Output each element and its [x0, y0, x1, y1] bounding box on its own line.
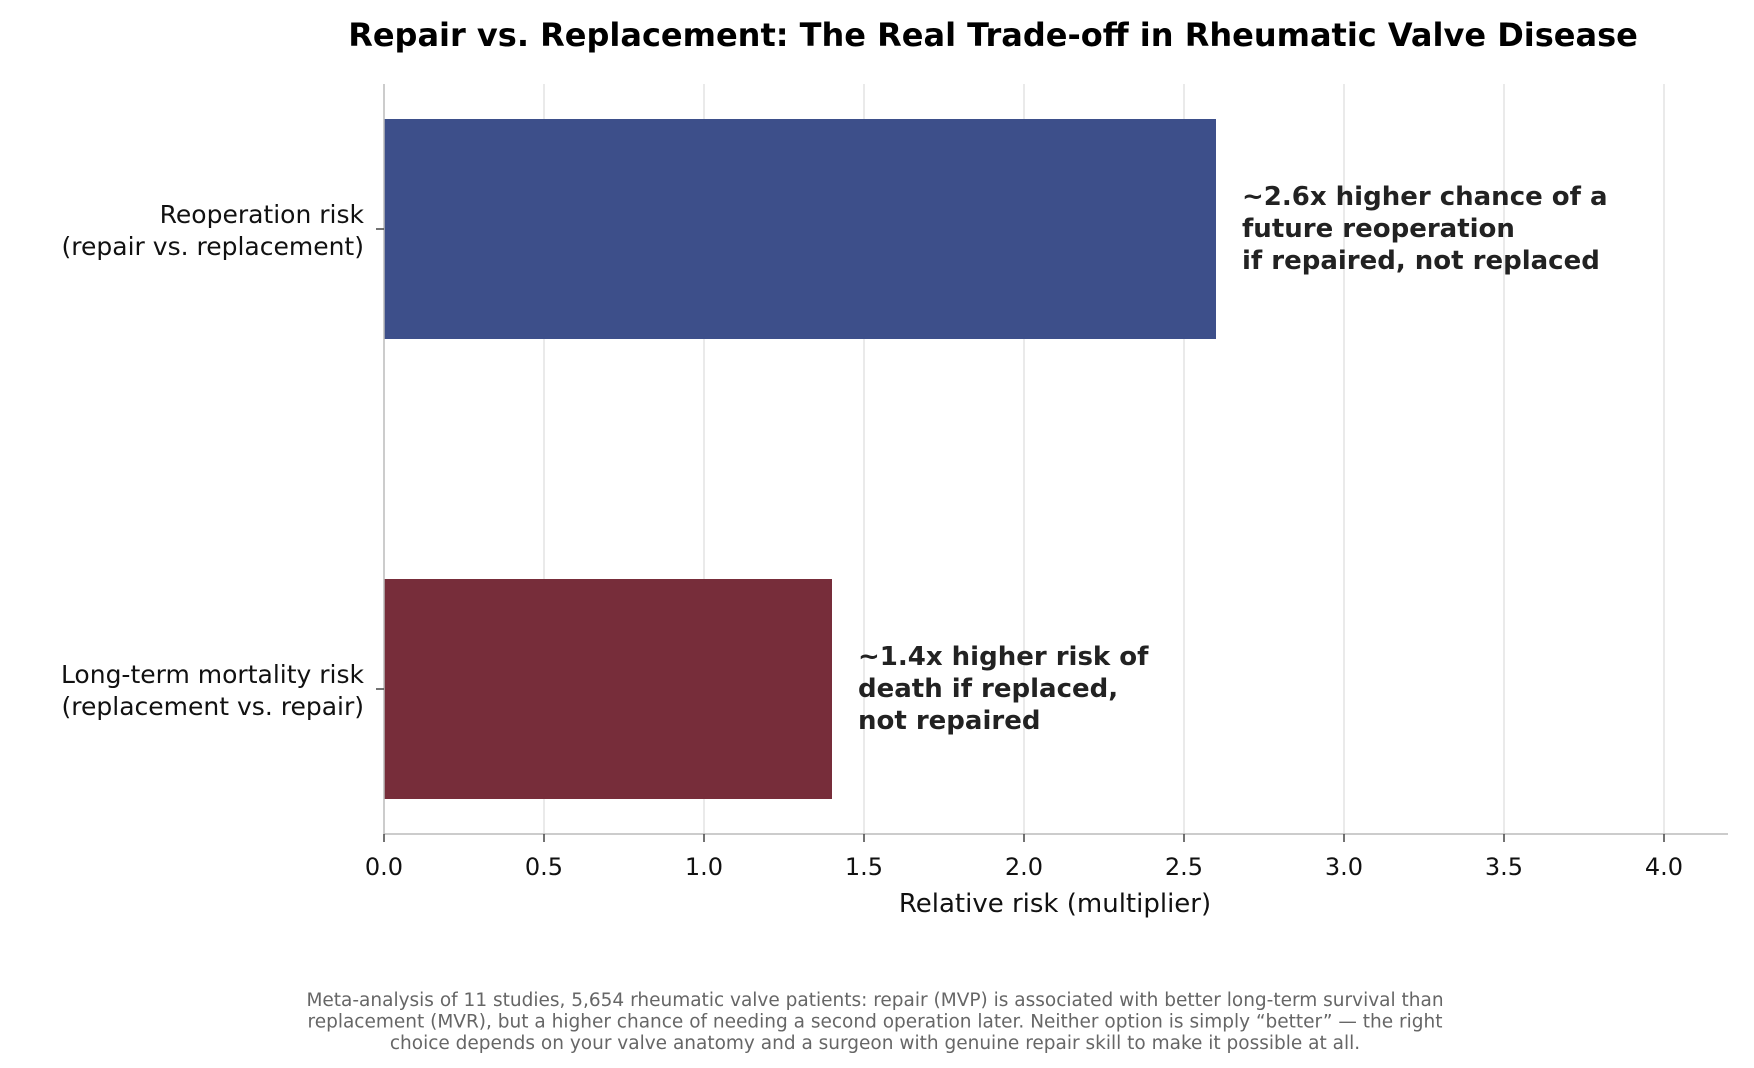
- footnote-line: Meta-analysis of 11 studies, 5,654 rheum…: [306, 990, 1443, 1011]
- x-tick-label: 3.0: [1325, 853, 1363, 881]
- bar-annotation: ~2.6x higher chance of a future reoperati…: [1242, 182, 1608, 276]
- bar-annotation-line: not repaired: [858, 706, 1040, 736]
- x-ticks: 0.0 0.5 1.0 1.5 2.0 2.5 3.0 3.5 4.0: [365, 228, 1683, 881]
- x-tick-label: 2.5: [1165, 853, 1203, 881]
- x-tick-label: 0.0: [365, 853, 403, 881]
- x-tick-label: 4.0: [1645, 853, 1683, 881]
- category-labels: Reoperation risk (repair vs. replacement)…: [61, 200, 365, 721]
- category-label: Long-term mortality risk (replacement vs.…: [61, 660, 365, 721]
- footnote: Meta-analysis of 11 studies, 5,654 rheum…: [306, 990, 1443, 1054]
- x-axis-label: Relative risk (multiplier): [899, 889, 1211, 919]
- x-tick-label: 2.0: [1005, 853, 1043, 881]
- footnote-line: replacement (MVR), but a higher chance o…: [308, 1012, 1443, 1033]
- annotations: ~2.6x higher chance of a future reoperati…: [858, 182, 1608, 736]
- chart-title: Repair vs. Replacement: The Real Trade-o…: [348, 16, 1638, 54]
- bar: [384, 119, 1216, 339]
- bar: [384, 579, 832, 799]
- bar-annotation-line: future reoperation: [1242, 214, 1515, 244]
- x-tick-label: 1.5: [845, 853, 883, 881]
- bar-annotation-line: ~2.6x higher chance of a: [1242, 182, 1608, 212]
- category-label-line: (replacement vs. repair): [62, 692, 364, 721]
- bar-annotation-line: if repaired, not replaced: [1242, 246, 1600, 276]
- x-tick-label: 1.0: [685, 853, 723, 881]
- bars: [384, 119, 1216, 799]
- category-label-line: (repair vs. replacement): [62, 232, 364, 261]
- category-label-line: Reoperation risk: [160, 200, 365, 229]
- x-tick-label: 0.5: [525, 853, 563, 881]
- footnote-text: Meta-analysis of 11 studies, 5,654 rheum…: [306, 990, 1443, 1054]
- bar-annotation-line: death if replaced,: [858, 674, 1118, 704]
- bar-annotation-line: ~1.4x higher risk of: [858, 642, 1149, 672]
- footnote-line: choice depends on your valve anatomy and…: [390, 1033, 1360, 1054]
- category-label: Reoperation risk (repair vs. replacement): [62, 200, 365, 261]
- x-tick-label: 3.5: [1485, 853, 1523, 881]
- category-label-line: Long-term mortality risk: [61, 660, 365, 689]
- bar-annotation: ~1.4x higher risk of death if replaced, no…: [858, 642, 1149, 736]
